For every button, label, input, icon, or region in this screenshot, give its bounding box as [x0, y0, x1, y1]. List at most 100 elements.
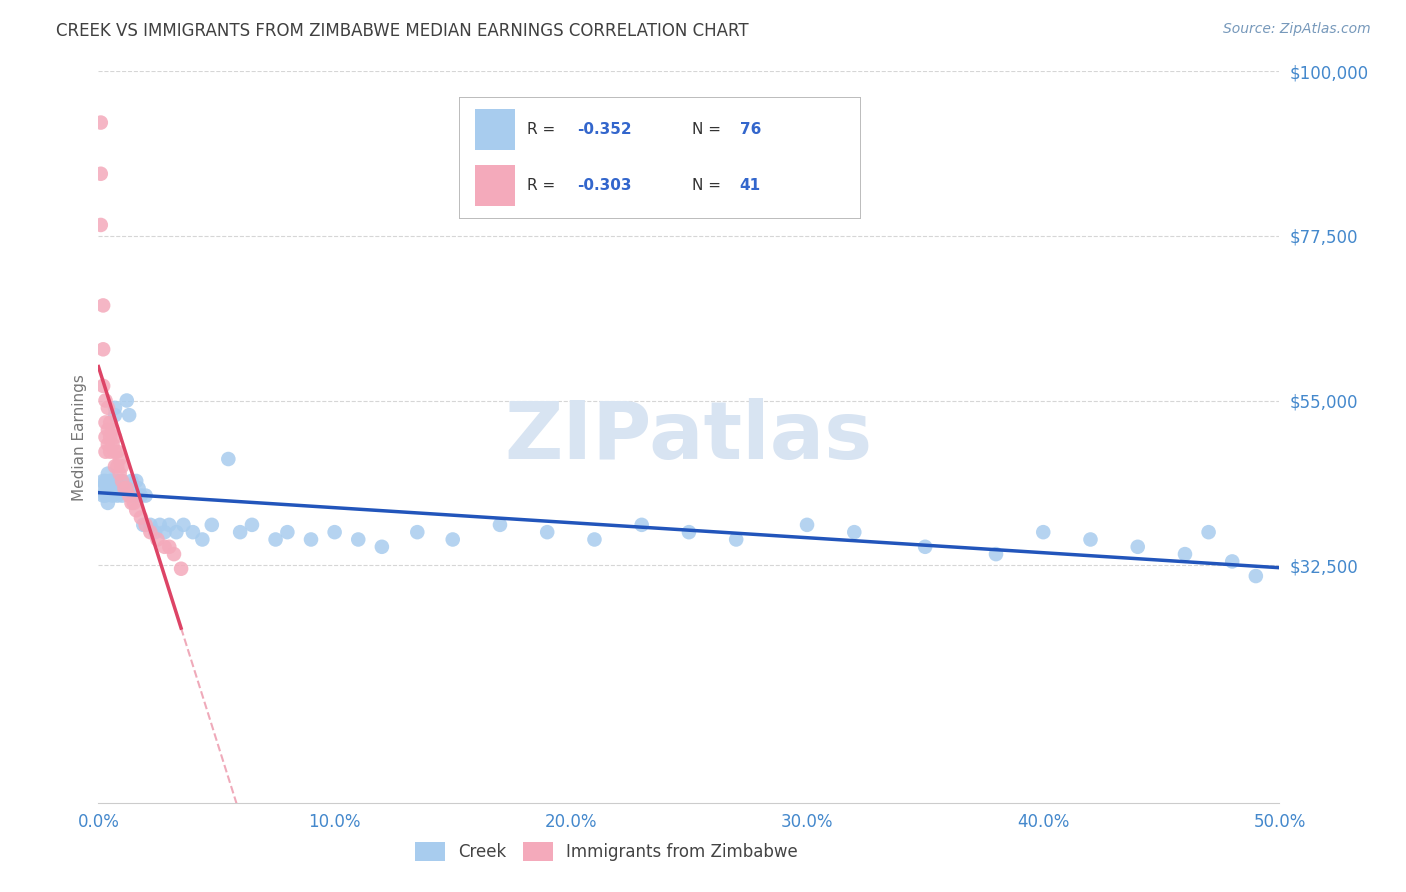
Point: [135, 517, 157, 532]
Point: [264, 533, 287, 547]
Point: [104, 459, 127, 474]
Point: [153, 525, 176, 540]
Point: [111, 481, 134, 495]
Point: [104, 444, 127, 458]
Point: [97, 496, 120, 510]
Point: [111, 474, 134, 488]
Point: [163, 547, 186, 561]
Point: [90, 167, 112, 181]
Point: [97, 481, 120, 495]
Point: [112, 481, 135, 495]
Point: [94, 489, 117, 503]
Point: [115, 481, 138, 495]
Point: [725, 533, 748, 547]
Point: [1244, 569, 1267, 583]
Point: [94, 393, 117, 408]
Point: [101, 489, 124, 503]
Point: [201, 517, 224, 532]
Point: [139, 525, 162, 540]
Point: [97, 467, 120, 481]
Point: [94, 474, 117, 488]
Point: [94, 444, 117, 458]
Point: [101, 437, 124, 451]
Point: [118, 489, 141, 503]
Point: [108, 481, 131, 495]
Point: [108, 484, 131, 499]
Point: [98, 481, 121, 495]
Point: [299, 533, 322, 547]
Point: [1174, 547, 1197, 561]
Point: [914, 540, 936, 554]
Point: [112, 481, 135, 495]
Point: [984, 547, 1007, 561]
Text: CREEK VS IMMIGRANTS FROM ZIMBABWE MEDIAN EARNINGS CORRELATION CHART: CREEK VS IMMIGRANTS FROM ZIMBABWE MEDIAN…: [56, 22, 749, 40]
Point: [94, 430, 117, 444]
Point: [157, 517, 180, 532]
Point: [104, 481, 127, 495]
Point: [98, 484, 121, 499]
Point: [101, 474, 124, 488]
Point: [108, 474, 131, 488]
Point: [101, 477, 124, 491]
Point: [105, 444, 128, 458]
Point: [97, 437, 120, 451]
Point: [105, 489, 128, 503]
Point: [323, 525, 346, 540]
Point: [91, 343, 114, 357]
Point: [111, 459, 134, 474]
Point: [108, 452, 131, 467]
Point: [94, 416, 117, 430]
Point: [1198, 525, 1220, 540]
Point: [90, 115, 112, 129]
Point: [165, 525, 187, 540]
Point: [844, 525, 866, 540]
Point: [97, 401, 120, 415]
Point: [90, 218, 112, 232]
Point: [347, 533, 370, 547]
Point: [143, 525, 166, 540]
Point: [1080, 533, 1102, 547]
Point: [104, 430, 127, 444]
Point: [125, 474, 148, 488]
Point: [108, 467, 131, 481]
Point: [101, 481, 124, 495]
Point: [181, 525, 204, 540]
Point: [101, 423, 124, 437]
Point: [536, 525, 558, 540]
Point: [191, 533, 214, 547]
Point: [146, 533, 169, 547]
Point: [406, 525, 429, 540]
Point: [122, 496, 145, 510]
Point: [489, 517, 512, 532]
Point: [229, 525, 252, 540]
Point: [172, 517, 194, 532]
Point: [122, 489, 145, 503]
Point: [678, 525, 700, 540]
Point: [149, 517, 172, 532]
Point: [1126, 540, 1149, 554]
Point: [1220, 554, 1243, 568]
Point: [105, 474, 128, 488]
Point: [97, 423, 120, 437]
Point: [125, 503, 148, 517]
Point: [91, 489, 114, 503]
Point: [91, 379, 114, 393]
Point: [139, 517, 162, 532]
Point: [91, 474, 114, 488]
Point: [630, 517, 652, 532]
Point: [217, 452, 239, 467]
Point: [157, 540, 180, 554]
Text: ZIPatlas: ZIPatlas: [505, 398, 873, 476]
Point: [111, 489, 134, 503]
Point: [135, 489, 157, 503]
Point: [104, 408, 127, 422]
Text: Source: ZipAtlas.com: Source: ZipAtlas.com: [1223, 22, 1371, 37]
Point: [91, 298, 114, 312]
Point: [105, 459, 128, 474]
Point: [121, 496, 143, 510]
Point: [104, 401, 127, 415]
Point: [1032, 525, 1054, 540]
Point: [98, 444, 121, 458]
Point: [276, 525, 298, 540]
Point: [796, 517, 818, 532]
